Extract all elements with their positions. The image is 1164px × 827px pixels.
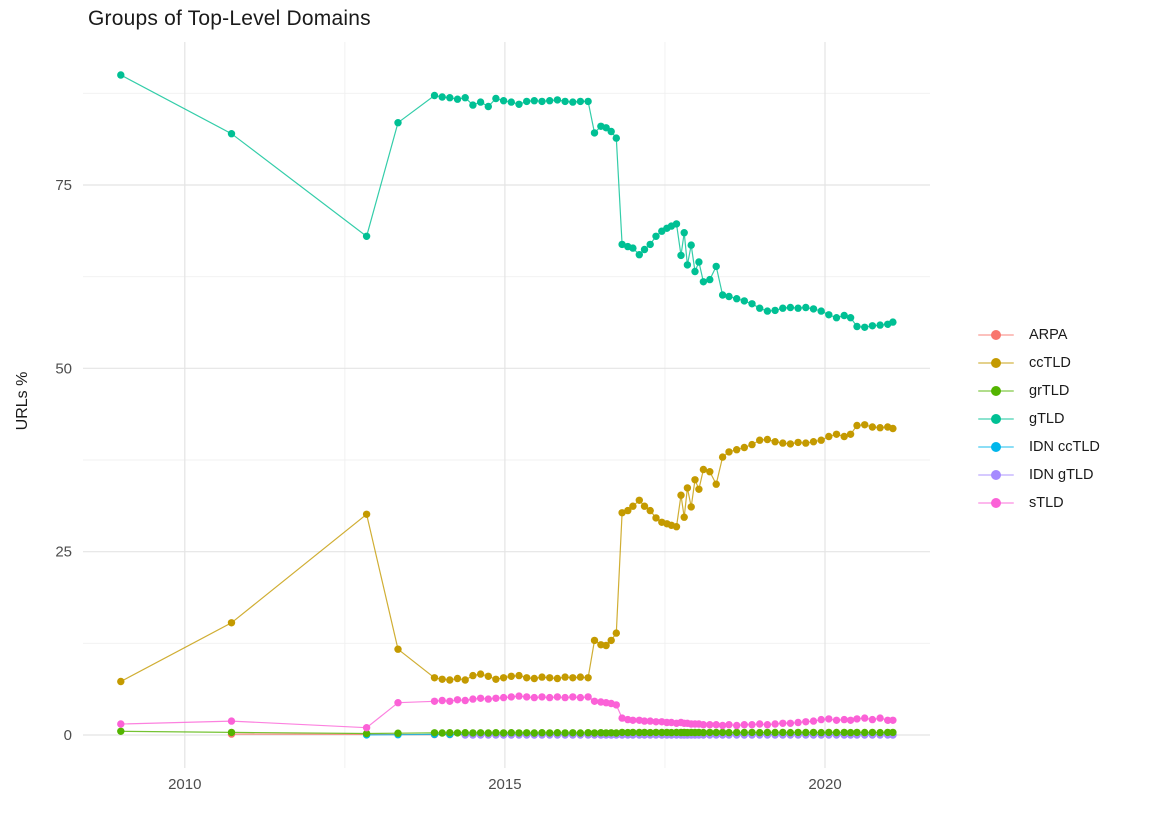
- y-tick-label: 50: [55, 360, 72, 377]
- series-stld: [117, 692, 897, 732]
- legend-marker-icon: [978, 470, 1014, 480]
- legend-marker-icon: [978, 498, 1014, 508]
- x-axis-tick-labels: 2010 2015 2020: [168, 776, 842, 793]
- legend-label: sTLD: [1029, 495, 1064, 511]
- legend-item-cctld: ccTLD: [978, 349, 1100, 377]
- legend-item-grtld: grTLD: [978, 377, 1100, 405]
- y-tick-label: 0: [64, 727, 72, 744]
- x-tick-label: 2010: [168, 776, 201, 793]
- series-grtld: [117, 727, 897, 738]
- y-tick-label: 75: [55, 177, 72, 194]
- x-tick-label: 2020: [808, 776, 841, 793]
- legend-label: ccTLD: [1029, 355, 1071, 371]
- legend-marker-icon: [978, 386, 1014, 396]
- legend-marker-icon: [978, 330, 1014, 340]
- legend-label: gTLD: [1029, 411, 1065, 427]
- chart-title: Groups of Top-Level Domains: [88, 7, 371, 30]
- series-cctld: [117, 421, 897, 686]
- legend-label: grTLD: [1029, 383, 1070, 399]
- legend-item-idn-gtld: IDN gTLD: [978, 461, 1100, 489]
- y-tick-label: 25: [55, 544, 72, 561]
- series-gtld: [117, 71, 897, 331]
- legend-marker-icon: [978, 442, 1014, 452]
- legend-marker-icon: [978, 414, 1014, 424]
- legend-label: IDN ccTLD: [1029, 439, 1100, 455]
- legend-item-gtld: gTLD: [978, 405, 1100, 433]
- legend-label: IDN gTLD: [1029, 467, 1094, 483]
- gridlines-major: [83, 42, 930, 768]
- legend-marker-icon: [978, 358, 1014, 368]
- legend-item-idn-cctld: IDN ccTLD: [978, 433, 1100, 461]
- legend-label: ARPA: [1029, 327, 1068, 343]
- y-axis-tick-labels: 0 25 50 75: [55, 177, 72, 744]
- legend-item-arpa: ARPA: [978, 321, 1100, 349]
- legend-item-stld: sTLD: [978, 489, 1100, 517]
- x-tick-label: 2015: [488, 776, 521, 793]
- legend: ARPA ccTLD grTLD gTLD IDN ccTLD IDN gTLD…: [978, 321, 1100, 517]
- gridlines-minor: [83, 42, 930, 768]
